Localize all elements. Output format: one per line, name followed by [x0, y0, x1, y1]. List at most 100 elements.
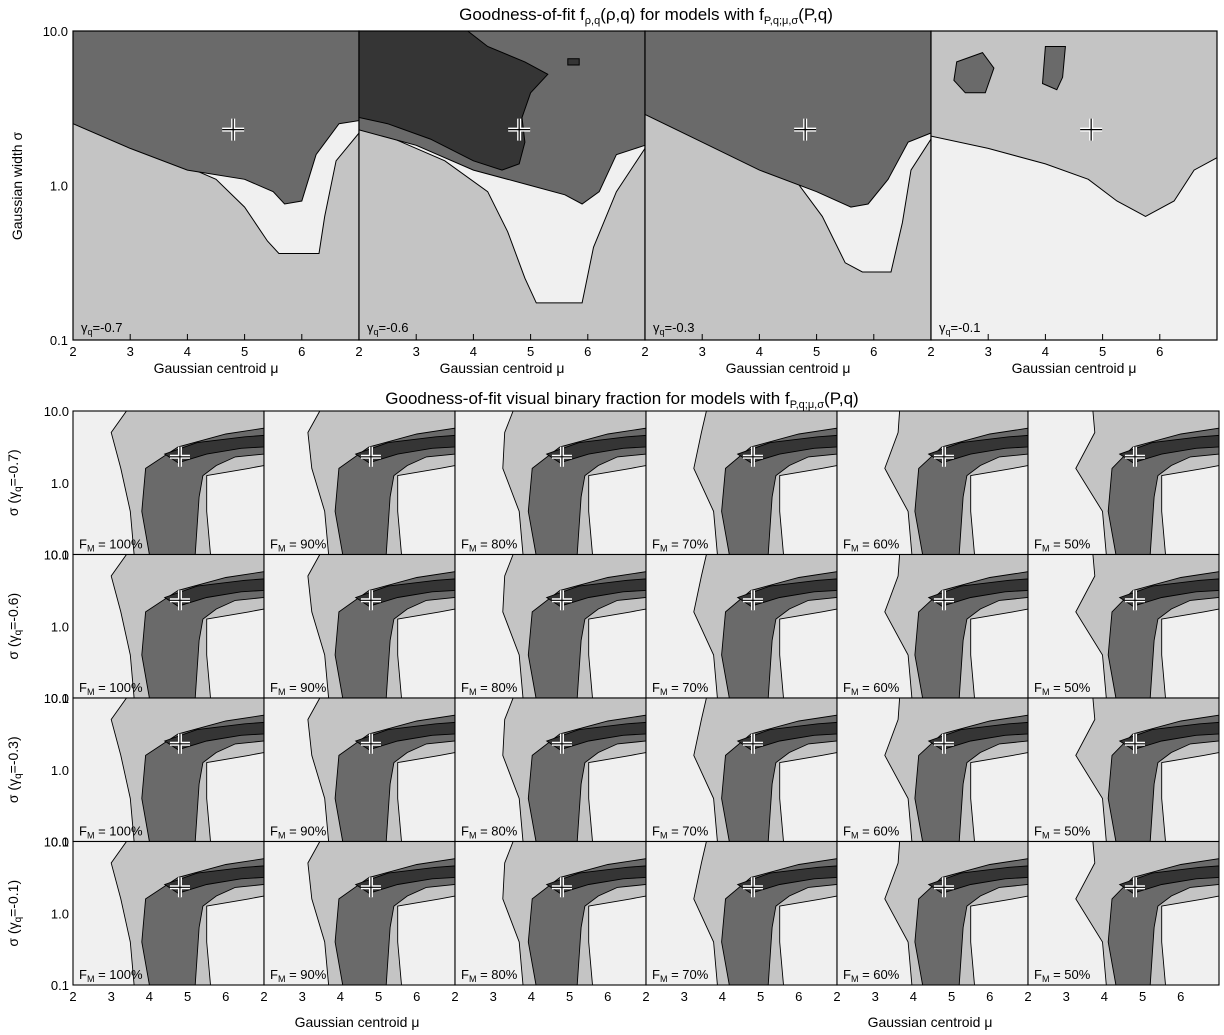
panel-label: FM = 70% [652, 537, 709, 554]
x-tick-label: 6 [986, 989, 993, 1004]
x-tick-label: 5 [566, 989, 573, 1004]
panel-label: FM = 60% [843, 537, 900, 554]
contour-level-0 [206, 608, 265, 699]
x-tick-label: 3 [413, 344, 420, 359]
x-tick-label: 5 [375, 989, 382, 1004]
contour-level-0 [1161, 608, 1220, 699]
x-axis-label: Gaussian centroid μ [726, 360, 851, 376]
x-tick-label: 2 [69, 344, 76, 359]
panel-label: γq=-0.3 [653, 320, 695, 337]
x-tick-label: 6 [1177, 989, 1184, 1004]
bottom-panel-r1-c2: FM = 80% [454, 553, 647, 699]
panel-label: FM = 100% [79, 537, 143, 554]
x-tick-label: 4 [756, 344, 763, 359]
row-y-axis-label: σ (γq=-0.3) [5, 736, 24, 803]
bottom-panel-r0-c2: FM = 80% [454, 410, 647, 556]
x-tick-label: 4 [910, 989, 917, 1004]
x-tick-label: 6 [413, 989, 420, 1004]
x-axis-label: Gaussian centroid μ [1012, 360, 1137, 376]
panel-label: FM = 70% [652, 680, 709, 697]
best-fit-marker [551, 446, 572, 467]
y-tick-label: 10.0 [44, 835, 69, 850]
bottom-panel-r3-c0: FM = 100% 0.1 1.0 10.0 σ (γq=-0.1) 2 3 4 5 6 [5, 835, 265, 1004]
bottom-panel-r1-c5: FM = 50% [1027, 553, 1220, 699]
best-fit-marker [742, 446, 763, 467]
x-tick-label: 6 [604, 989, 611, 1004]
x-tick-label: 2 [1024, 989, 1031, 1004]
x-tick-label: 2 [69, 989, 76, 1004]
row-y-axis-label: σ (γq=-0.7) [5, 449, 24, 516]
best-fit-marker [933, 446, 954, 467]
panel-label: FM = 60% [843, 967, 900, 984]
y-tick-label: 0.1 [50, 333, 68, 348]
panel-label: FM = 60% [843, 680, 900, 697]
contour-level-0 [397, 608, 456, 699]
bottom-title: Goodness-of-fit visual binary fraction f… [385, 389, 858, 411]
contour-level-3 [358, 30, 549, 171]
best-fit-marker [360, 877, 381, 898]
x-tick-label: 3 [872, 989, 879, 1004]
bottom-panel-r2-c2: FM = 80% [454, 697, 647, 843]
panel-label: FM = 90% [270, 680, 327, 697]
contour-level-0 [779, 464, 838, 555]
bottom-panel-r3-c2: FM = 80%2 3 4 5 6 [451, 840, 647, 1004]
best-fit-marker [508, 118, 531, 141]
x-tick-label: 3 [699, 344, 706, 359]
contour-level-0 [779, 895, 838, 986]
best-fit-marker [360, 590, 381, 611]
bottom-x-axis-label-left: Gaussian centroid μ [295, 1014, 420, 1030]
best-fit-marker [551, 733, 572, 754]
contour-level-0 [206, 464, 265, 555]
bottom-panel-r0-c3: FM = 70% [645, 410, 838, 556]
x-tick-label: 3 [1063, 989, 1070, 1004]
bottom-panel-r2-c5: FM = 50% [1027, 697, 1220, 843]
contour-level-2 [953, 52, 995, 94]
best-fit-marker [794, 118, 817, 141]
contour-level-0 [1161, 751, 1220, 842]
bottom-panel-r3-c5: FM = 50%2 3 4 5 6 [1024, 840, 1220, 1004]
panel-label: FM = 50% [1034, 824, 1091, 841]
x-tick-label: 4 [470, 344, 477, 359]
best-fit-marker [933, 877, 954, 898]
x-tick-label: 6 [870, 344, 877, 359]
row-y-axis-label: σ (γq=-0.1) [5, 880, 24, 947]
bottom-panel-r1-c1: FM = 90% [263, 553, 456, 699]
x-tick-label: 2 [451, 989, 458, 1004]
best-fit-marker [1124, 590, 1145, 611]
bottom-panel-grid: FM = 100% 0.1 1.0 10.0 σ (γq=-0.7) FM = 90% FM… [5, 404, 1220, 1004]
x-tick-label: 2 [355, 344, 362, 359]
y-tick-label: 10.0 [44, 691, 69, 706]
x-tick-label: 5 [184, 989, 191, 1004]
x-tick-label: 2 [260, 989, 267, 1004]
best-fit-marker [169, 446, 190, 467]
x-tick-label: 2 [927, 344, 934, 359]
y-tick-label: 0.1 [51, 835, 69, 850]
y-tick-label: 0.1 [51, 548, 69, 563]
contour-level-0 [588, 464, 647, 555]
best-fit-marker [1124, 733, 1145, 754]
y-tick-label: 1.0 [50, 179, 68, 194]
best-fit-marker [551, 590, 572, 611]
panel-label: FM = 90% [270, 537, 327, 554]
best-fit-marker [360, 446, 381, 467]
bottom-panel-r0-c5: FM = 50% [1027, 410, 1220, 556]
x-tick-label: 3 [985, 344, 992, 359]
contour-level-0 [397, 751, 456, 842]
y-tick-label: 0.1 [51, 978, 69, 993]
best-fit-marker [742, 877, 763, 898]
best-fit-marker [169, 733, 190, 754]
x-tick-label: 5 [813, 344, 820, 359]
best-fit-marker [1080, 118, 1103, 141]
contour-level-0 [588, 895, 647, 986]
x-tick-label: 2 [641, 344, 648, 359]
bottom-panel-r2-c4: FM = 60% [836, 697, 1029, 843]
top-panel-0: γq=-0.7 2 3 4 5 6 Gaussian centroid μ 0.1 1.0 10.… [43, 24, 360, 376]
best-fit-marker [169, 877, 190, 898]
best-fit-marker [1124, 877, 1145, 898]
bottom-panel-r3-c4: FM = 60%2 3 4 5 6 [833, 840, 1029, 1004]
best-fit-marker [1124, 446, 1145, 467]
y-tick-label: 10.0 [44, 548, 69, 563]
best-fit-marker [933, 733, 954, 754]
best-fit-marker [742, 590, 763, 611]
bottom-panel-r0-c1: FM = 90% [263, 410, 456, 556]
